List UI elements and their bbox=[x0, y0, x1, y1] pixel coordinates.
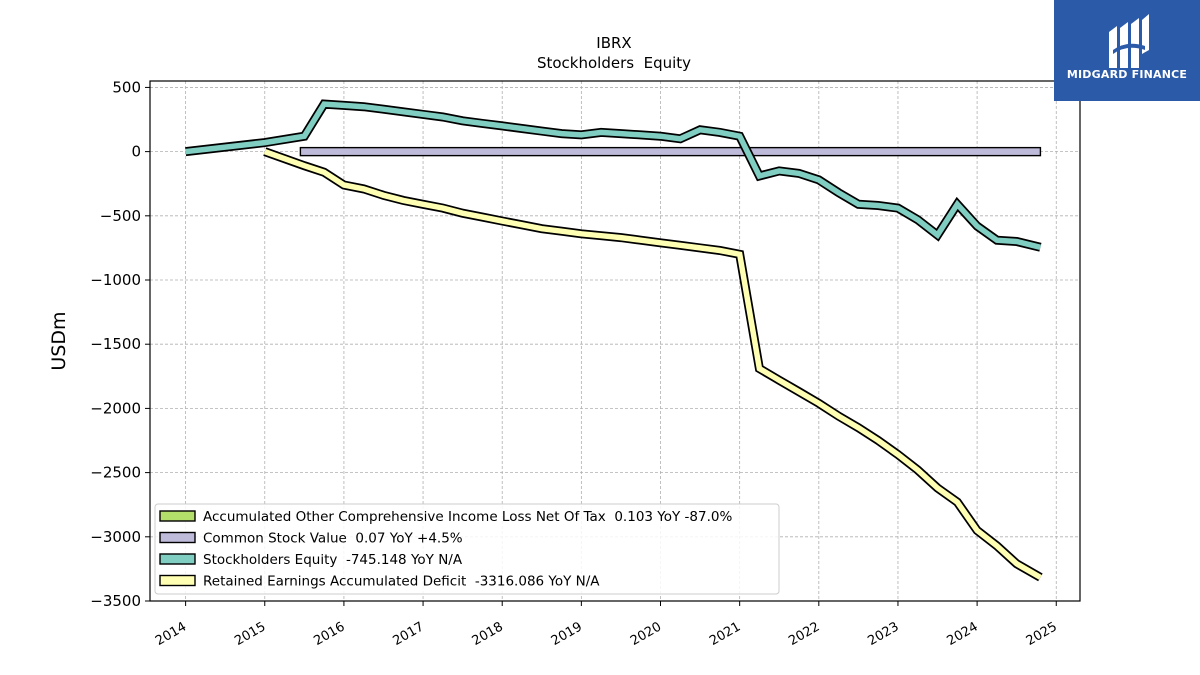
legend: Accumulated Other Comprehensive Income L… bbox=[154, 503, 780, 595]
legend-label: Accumulated Other Comprehensive Income L… bbox=[203, 509, 732, 525]
legend-box bbox=[154, 503, 780, 595]
series-lines bbox=[185, 99, 1043, 582]
y-tick-label: −2000 bbox=[90, 399, 141, 417]
y-tick-label: −3500 bbox=[90, 592, 141, 610]
legend-label: Stockholders Equity -745.148 YoY N/A bbox=[203, 552, 463, 568]
x-tick-label: 2017 bbox=[391, 619, 427, 649]
legend-swatch bbox=[159, 510, 196, 522]
y-tick-label: −1500 bbox=[90, 335, 141, 353]
y-tick-label: −2500 bbox=[90, 464, 141, 482]
grid bbox=[150, 81, 1080, 602]
x-tick-label: 2019 bbox=[549, 619, 585, 649]
series-retained-earnings-accumulated-deficit bbox=[263, 149, 1042, 580]
plot-frame bbox=[149, 80, 1081, 602]
legend-label: Retained Earnings Accumulated Deficit -3… bbox=[203, 574, 600, 590]
chart-subtitle: Stockholders Equity bbox=[537, 54, 691, 72]
x-tick-label: 2020 bbox=[628, 619, 664, 649]
x-axis: 2014 2015 2016 2017 2018 2019 2020 2021 2022 2023… bbox=[153, 601, 1060, 649]
y-axis-label: USDm bbox=[48, 311, 70, 370]
logo-text: MIDGARD FINANCE bbox=[1066, 68, 1188, 81]
y-axis: 500 0 −500 −1000 −1500 −2000 −2500 −3000 −3500 bbox=[90, 78, 150, 610]
series-stockholders-equity bbox=[185, 101, 1042, 250]
series-common-stock-value bbox=[299, 146, 1042, 157]
legend-label: Common Stock Value 0.07 YoY +4.5% bbox=[203, 531, 463, 547]
x-tick-label: 2025 bbox=[1024, 619, 1060, 649]
x-tick-label: 2014 bbox=[153, 619, 189, 649]
y-tick-label: 500 bbox=[112, 78, 141, 96]
brand-logo: MIDGARD FINANCE bbox=[1054, 0, 1200, 101]
x-tick-label: 2016 bbox=[311, 619, 347, 649]
midgard-finance-logo-icon bbox=[1109, 14, 1149, 68]
x-tick-label: 2024 bbox=[945, 619, 981, 649]
y-tick-label: −3000 bbox=[90, 528, 141, 546]
legend-swatch bbox=[159, 553, 196, 565]
y-tick-label: −1000 bbox=[90, 271, 141, 289]
x-tick-label: 2015 bbox=[232, 619, 268, 649]
chart-title: IBRX bbox=[596, 34, 631, 52]
legend-swatch bbox=[159, 574, 196, 587]
y-tick-label: −500 bbox=[100, 207, 141, 225]
x-tick-label: 2021 bbox=[707, 619, 743, 649]
x-tick-label: 2022 bbox=[786, 619, 822, 649]
y-tick-label: 0 bbox=[131, 143, 141, 161]
x-tick-label: 2018 bbox=[470, 619, 506, 649]
legend-swatch bbox=[159, 531, 196, 544]
x-tick-label: 2023 bbox=[865, 619, 901, 649]
